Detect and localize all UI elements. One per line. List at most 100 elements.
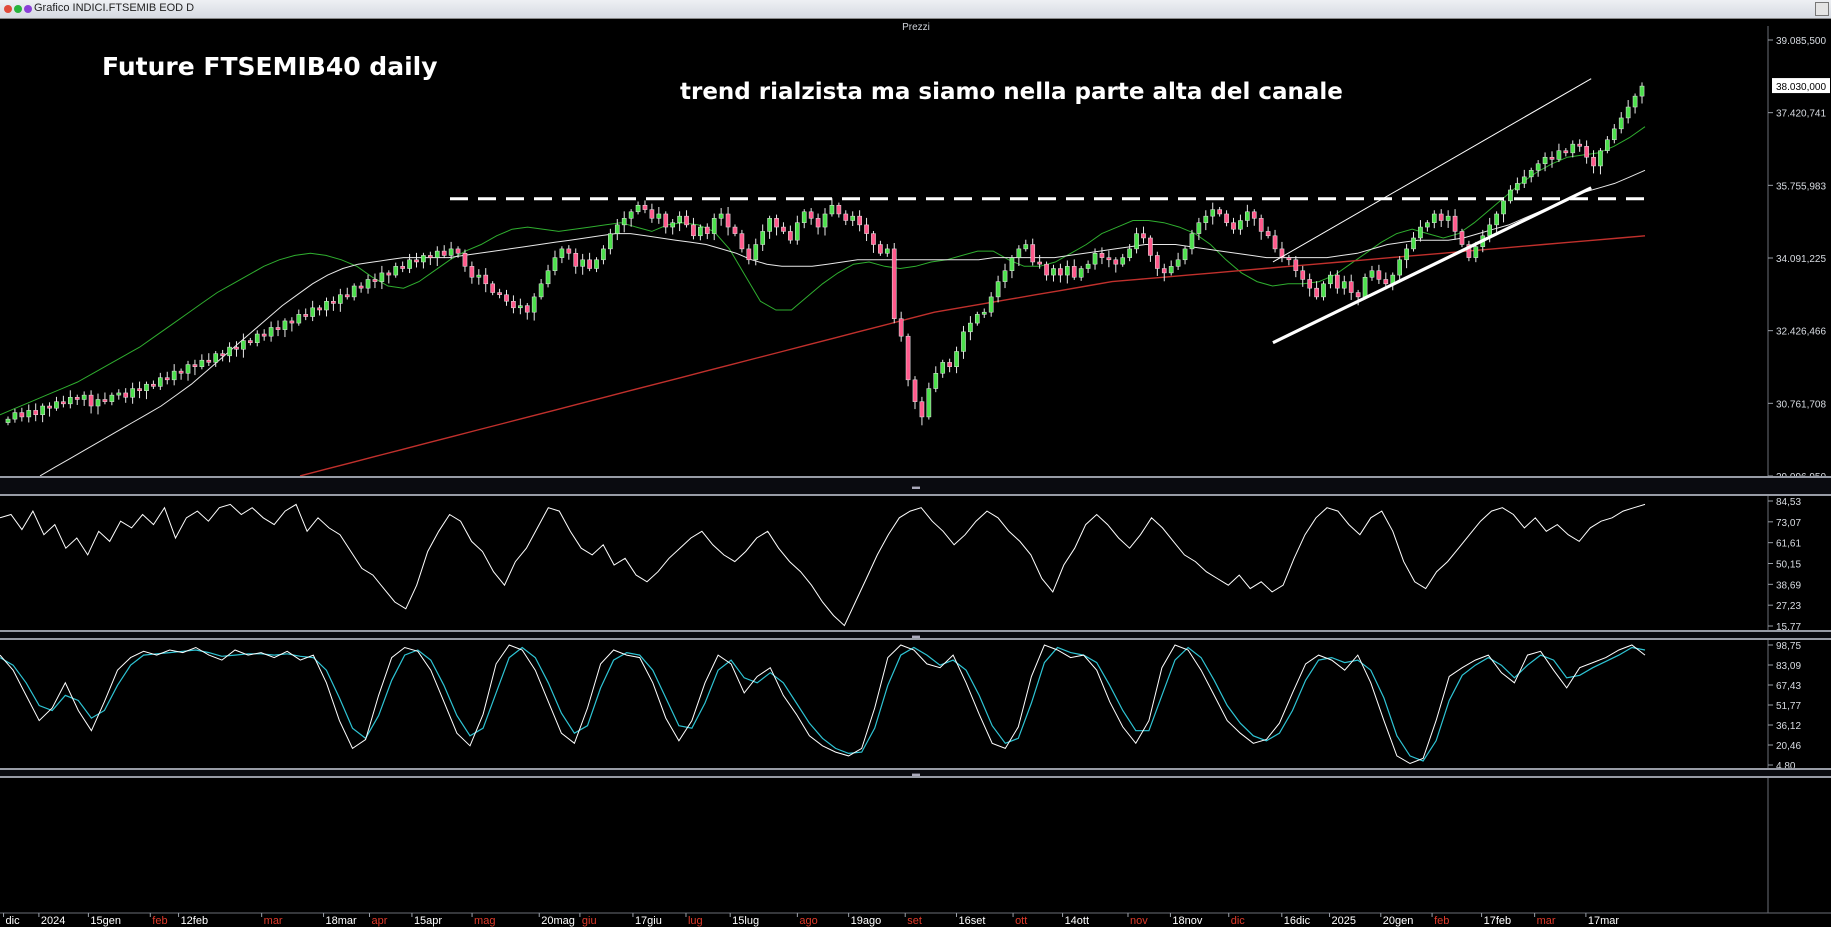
candle-down — [151, 383, 156, 387]
candle-down — [1549, 156, 1555, 160]
candle-down — [1113, 259, 1119, 265]
candle-up — [988, 296, 994, 313]
candle-up — [822, 213, 828, 228]
panel-separator — [0, 630, 1831, 640]
candle-up — [254, 333, 260, 343]
trend-lines — [450, 78, 1645, 345]
candle-up — [1508, 189, 1513, 202]
candle-up — [1127, 248, 1132, 258]
candle-up — [54, 401, 59, 409]
candle-up — [1002, 270, 1008, 282]
candle-down — [649, 209, 655, 219]
candle-up — [995, 281, 1001, 298]
candle-up — [130, 388, 135, 398]
last-price-label: 38.030,000 — [1776, 82, 1826, 93]
candle-up — [351, 285, 357, 298]
candle-up — [407, 259, 412, 269]
candle-down — [919, 401, 925, 418]
candle-down — [455, 248, 461, 254]
candle-up — [1528, 170, 1534, 178]
candle-down — [1106, 257, 1112, 261]
candle-down — [303, 314, 309, 317]
candle-down — [871, 233, 876, 245]
candle-up — [1425, 222, 1430, 228]
candle-up — [476, 274, 482, 278]
candle-down — [428, 255, 433, 258]
candle-down — [573, 253, 579, 267]
candle-up — [753, 244, 759, 261]
candle-up — [1618, 117, 1624, 130]
candle-up — [718, 213, 724, 219]
candle-up — [1245, 211, 1250, 221]
candle-down — [386, 272, 392, 276]
candle-up — [393, 266, 399, 276]
time-tick-label: feb — [152, 915, 167, 927]
trend-line-channel-support — [1272, 186, 1592, 345]
menu-dot[interactable] — [24, 5, 32, 13]
time-tick-label: 16dic — [1284, 915, 1311, 927]
time-tick-label: lug — [688, 915, 703, 927]
candle-up — [552, 257, 558, 271]
candle-down — [248, 340, 253, 343]
candle-up — [1570, 143, 1576, 154]
candle-down — [1231, 222, 1236, 230]
window-title: Grafico INDICI.FTSEMIB EOD D — [34, 2, 195, 14]
minimize-dot[interactable] — [14, 5, 22, 13]
candle-up — [1625, 106, 1631, 119]
candle-down — [33, 410, 39, 416]
candle-up — [241, 340, 246, 350]
candle-down — [469, 266, 475, 278]
panel-separator-grip: ▬ — [912, 769, 920, 778]
candle-up — [1023, 244, 1029, 250]
time-tick-label: 20mag — [541, 915, 575, 927]
oscillator-2-lines — [0, 644, 1646, 765]
candle-down — [289, 320, 295, 324]
candle-up — [608, 233, 613, 250]
candle-up — [1611, 128, 1617, 141]
candle-down — [663, 213, 669, 228]
close-dot[interactable] — [4, 5, 12, 13]
chart-title: Future FTSEMIB40 daily — [102, 52, 438, 81]
time-tick-label: ago — [799, 915, 817, 927]
candle-down — [1030, 244, 1036, 263]
candle-down — [1293, 259, 1299, 271]
time-tick-label: 17feb — [1484, 915, 1512, 927]
time-tick-label: ott — [1015, 915, 1027, 927]
oscillator-2-tick-label: 20,46 — [1776, 741, 1801, 752]
oscillator-1-tick-label: 61,61 — [1776, 539, 1801, 550]
candle-down — [1300, 270, 1306, 280]
candle-up — [601, 248, 606, 261]
maximize-button[interactable] — [1815, 2, 1829, 16]
oscillator-1-tick-label: 73,07 — [1776, 518, 1801, 529]
oscillator-1-panel: 84,53 73,07 61,61 50,15 38,69 27,23 15,77 — [0, 496, 1801, 633]
candle-down — [1348, 281, 1354, 293]
time-tick-label: 18nov — [1172, 915, 1202, 927]
candle-down — [1563, 150, 1569, 154]
candle-up — [1321, 283, 1326, 298]
time-tick-label: 12feb — [181, 915, 209, 927]
candle-down — [1161, 268, 1167, 274]
candle-up — [199, 359, 205, 367]
candle-down — [317, 307, 322, 311]
candle-down — [947, 362, 952, 367]
candle-down — [1071, 266, 1077, 278]
candle-down — [1258, 218, 1264, 232]
candle-up — [1092, 253, 1098, 265]
oscillator-2-tick-label: 67,43 — [1776, 681, 1801, 692]
candle-up — [1521, 176, 1527, 184]
candle-down — [192, 364, 198, 367]
oscillator-1-tick-label: 15,77 — [1776, 622, 1801, 633]
panel-separators[interactable]: ▬ ▬ ▬ — [0, 476, 1831, 913]
candle-up — [1369, 270, 1375, 278]
candle-down — [234, 346, 239, 350]
candle-up — [1341, 281, 1347, 289]
candle-down — [732, 226, 738, 234]
candle-down — [788, 231, 793, 241]
candle-up — [801, 211, 807, 223]
candle-up — [12, 412, 18, 420]
candle-up — [1639, 85, 1645, 97]
candle-up — [310, 307, 315, 317]
candle-up — [614, 224, 620, 234]
candle-down — [642, 204, 648, 210]
time-tick-label: 18mar — [326, 915, 358, 927]
